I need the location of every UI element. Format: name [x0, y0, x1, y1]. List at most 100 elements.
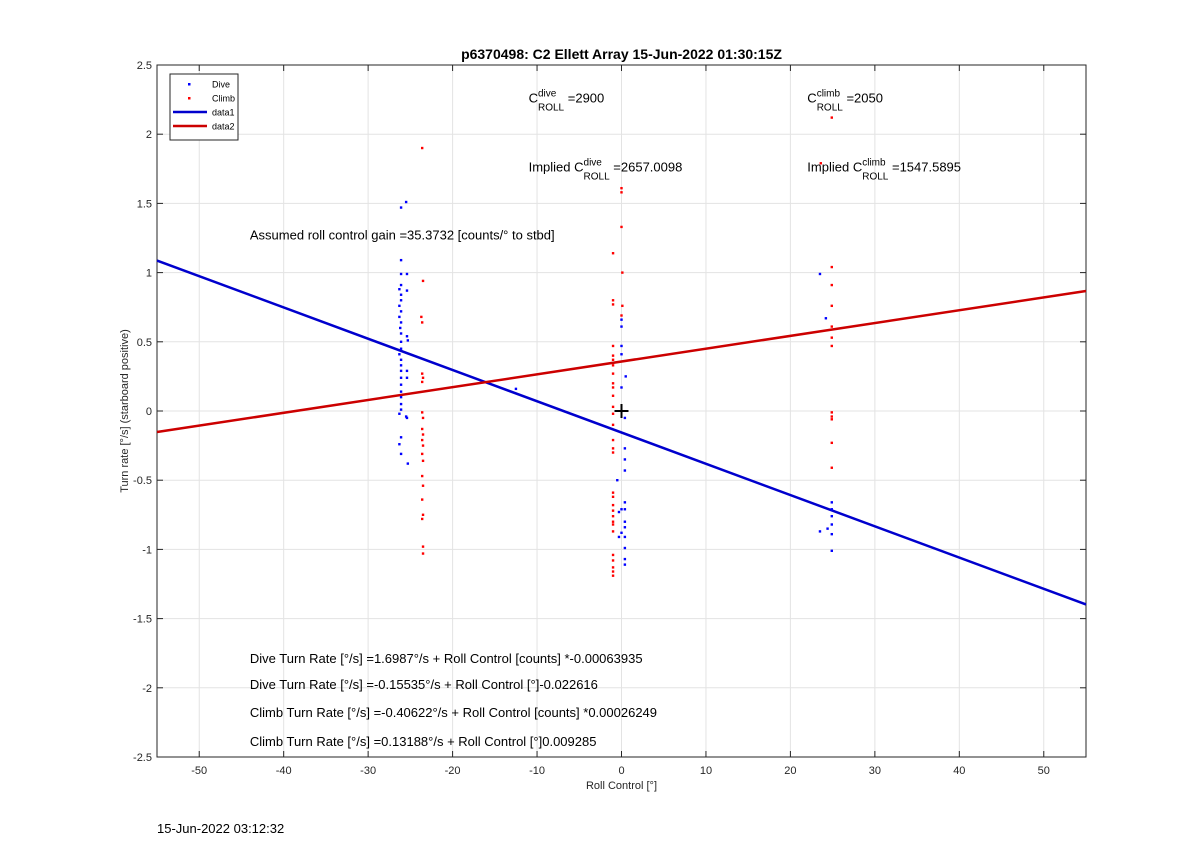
climb-point — [421, 513, 425, 516]
climb-point — [421, 552, 425, 555]
dive-point — [399, 258, 403, 262]
legend-marker-climb — [188, 97, 191, 100]
dive-point — [620, 318, 623, 321]
y-tick-label: 2.5 — [137, 60, 152, 72]
dive-point — [399, 283, 403, 287]
climb-point — [620, 225, 623, 229]
annotation-eq2: Dive Turn Rate [°/s] =-0.15535°/s + Roll… — [250, 677, 598, 692]
dive-point — [624, 375, 627, 378]
climb-point — [420, 452, 424, 456]
climb-point — [620, 314, 623, 317]
dive-point — [620, 344, 623, 348]
legend-label: Climb — [212, 94, 235, 104]
dive-point — [404, 415, 408, 418]
dive-point — [830, 501, 833, 504]
annotation-subscript: ROLL — [538, 102, 565, 113]
dive-point — [620, 386, 623, 389]
climb-point — [611, 520, 615, 523]
climb-point — [620, 186, 623, 190]
dive-point — [620, 353, 623, 356]
dive-point — [623, 501, 627, 504]
climb-point — [819, 162, 823, 165]
dive-point — [399, 321, 403, 324]
climb-point — [830, 283, 833, 287]
legend: Dive Climb data1 data2 — [169, 73, 239, 141]
dive-point — [399, 408, 403, 411]
dive-point — [399, 293, 403, 296]
dive-point — [398, 288, 401, 291]
dive-point — [405, 289, 409, 292]
dive-point — [830, 532, 833, 536]
dive-point — [617, 510, 621, 514]
dive-point — [620, 508, 623, 511]
dive-point — [405, 416, 409, 420]
dive-point — [399, 390, 403, 393]
dive-point — [623, 535, 627, 539]
dive-point — [830, 523, 833, 526]
dive-point — [620, 531, 623, 534]
dive-point — [399, 206, 403, 209]
climb-point — [420, 372, 424, 375]
dive-point — [399, 376, 403, 379]
x-tick-label: 10 — [700, 765, 712, 777]
climb-point — [611, 394, 615, 397]
climb-point — [611, 509, 615, 512]
climb-point — [611, 386, 615, 389]
grid-lines — [157, 64, 1086, 758]
scatter-points — [398, 116, 833, 577]
annotation-subscript: ROLL — [862, 172, 889, 183]
dive-point — [399, 383, 403, 386]
dive-point — [623, 526, 627, 529]
climb-point — [611, 412, 615, 415]
dive-point — [617, 535, 621, 539]
dive-point — [406, 339, 410, 342]
dive-point — [623, 557, 627, 561]
dive-point — [623, 520, 627, 523]
y-tick-label: 1 — [146, 268, 152, 280]
regression-lines — [156, 259, 1087, 606]
climb-point — [611, 574, 615, 577]
y-tick-label: 1.5 — [137, 198, 152, 210]
climb-point — [830, 336, 833, 339]
x-tick-label: 50 — [1038, 765, 1050, 777]
annotation-gain: Assumed roll control gain =35.3732 [coun… — [250, 227, 555, 242]
climb-point — [420, 474, 424, 478]
annotation-eq4: Climb Turn Rate [°/s] =0.13188°/s + Roll… — [250, 734, 597, 749]
dive-point — [398, 304, 401, 308]
x-tick-label: 40 — [953, 765, 965, 777]
dive-point — [405, 369, 409, 373]
annotation-subscript: ROLL — [584, 172, 611, 183]
dive-point — [399, 332, 403, 335]
legend-label: data1 — [212, 108, 235, 118]
legend-label: Dive — [212, 80, 230, 90]
climb-point — [611, 523, 615, 526]
climb-point — [611, 354, 615, 357]
annotation-eq1: Dive Turn Rate [°/s] =1.6987°/s + Roll C… — [250, 651, 643, 666]
climb-point — [421, 416, 425, 420]
climb-point — [830, 411, 833, 414]
y-tick-label: -0.5 — [133, 475, 152, 487]
climb-point — [611, 372, 615, 375]
climb-point — [830, 265, 833, 269]
climb-point — [830, 441, 833, 445]
dive-point — [406, 462, 410, 465]
dive-point — [398, 353, 401, 356]
dive-point — [399, 272, 403, 276]
climb-point — [420, 411, 424, 414]
climb-point — [421, 484, 425, 487]
y-tick-label: 0 — [146, 406, 152, 418]
dive-point — [399, 347, 403, 350]
dive-point — [399, 358, 403, 361]
dive-point — [830, 508, 833, 511]
axes: -50 -40 -30 -20 -10 0 10 20 30 40 50-2.5-2-1.5-1-0… — [119, 46, 1087, 792]
dive-point — [623, 469, 627, 472]
climb-point — [421, 545, 425, 548]
dive-point — [616, 479, 619, 482]
dive-point — [620, 325, 623, 328]
climb-point — [611, 559, 615, 562]
chart-title: p6370498: C2 Ellett Array 15-Jun-2022 01… — [461, 46, 782, 62]
climb-point — [420, 498, 424, 501]
climb-point — [611, 491, 615, 494]
